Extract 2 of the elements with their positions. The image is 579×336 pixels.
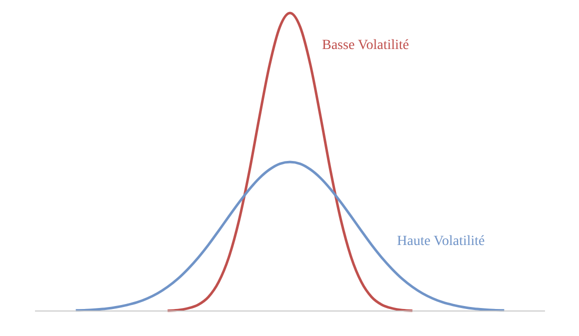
series-label: Basse Volatilité [322,38,409,54]
series-label: Haute Volatilité [397,234,485,250]
